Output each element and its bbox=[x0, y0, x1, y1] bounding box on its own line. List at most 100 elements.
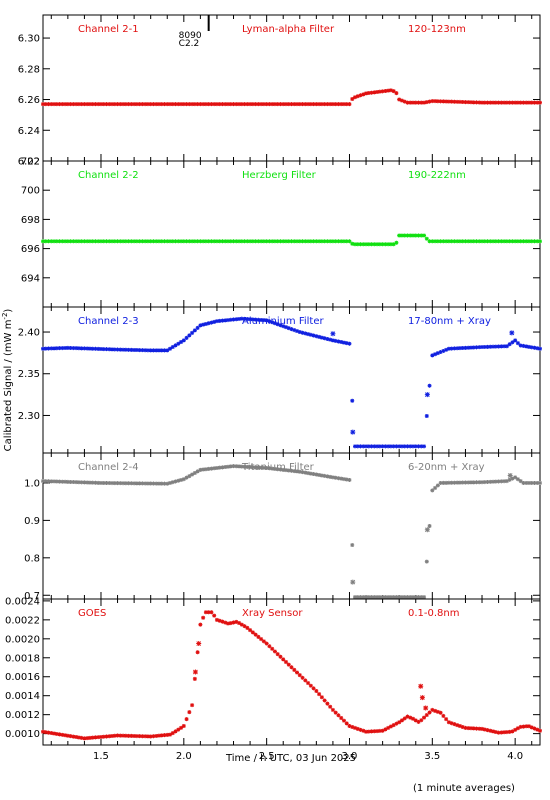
data-point bbox=[468, 100, 473, 105]
data-point bbox=[482, 344, 487, 349]
data-point bbox=[303, 678, 308, 683]
data-point bbox=[123, 733, 128, 738]
data-point bbox=[438, 239, 443, 244]
outlier-point bbox=[192, 669, 198, 675]
data-point bbox=[424, 236, 429, 241]
panel-label: 0.1-0.8nm bbox=[408, 608, 460, 619]
data-point bbox=[317, 692, 322, 697]
data-point bbox=[112, 347, 117, 352]
data-point bbox=[446, 239, 451, 244]
data-point bbox=[256, 102, 261, 107]
data-point bbox=[46, 346, 51, 351]
data-point bbox=[471, 345, 476, 350]
data-point bbox=[303, 102, 308, 107]
data-point bbox=[239, 622, 244, 627]
y-tick-label: 700 bbox=[21, 186, 40, 197]
data-point bbox=[79, 735, 84, 740]
data-point bbox=[71, 734, 76, 739]
data-point bbox=[510, 476, 515, 481]
data-point bbox=[49, 102, 54, 107]
data-point bbox=[507, 239, 512, 244]
y-tick-label: 0.7 bbox=[24, 591, 40, 602]
data-point bbox=[471, 726, 476, 731]
data-point bbox=[441, 480, 446, 485]
data-point bbox=[460, 346, 465, 351]
data-point bbox=[322, 102, 327, 107]
data-point bbox=[339, 715, 344, 720]
data-point bbox=[438, 350, 443, 355]
data-point bbox=[515, 477, 520, 482]
data-point bbox=[515, 341, 520, 346]
data-point bbox=[433, 352, 438, 357]
data-point bbox=[154, 481, 159, 486]
data-point bbox=[328, 337, 333, 342]
data-point bbox=[513, 100, 518, 105]
outlier-point bbox=[350, 429, 356, 435]
data-point bbox=[198, 102, 203, 107]
panel-frame bbox=[42, 598, 541, 746]
data-point bbox=[466, 239, 471, 244]
data-point bbox=[134, 239, 139, 244]
data-point bbox=[515, 239, 520, 244]
data-point bbox=[416, 233, 421, 238]
data-point bbox=[471, 480, 476, 485]
data-point bbox=[173, 102, 178, 107]
data-point bbox=[267, 319, 272, 324]
data-point bbox=[386, 88, 391, 93]
data-point bbox=[513, 475, 518, 480]
data-point bbox=[43, 102, 48, 107]
data-point bbox=[292, 667, 297, 672]
data-point bbox=[515, 726, 520, 731]
y-tick-label: 2.35 bbox=[18, 369, 40, 380]
data-point bbox=[314, 472, 319, 477]
data-point bbox=[388, 595, 393, 600]
data-point bbox=[140, 481, 145, 486]
data-point bbox=[151, 734, 156, 739]
data-point bbox=[96, 239, 101, 244]
data-point bbox=[353, 725, 358, 730]
data-point bbox=[140, 348, 145, 353]
data-point bbox=[52, 239, 57, 244]
y-axis-title-close: ) bbox=[3, 309, 14, 313]
x-tick-label: 4.0 bbox=[507, 751, 523, 762]
data-point bbox=[391, 444, 396, 449]
data-point bbox=[250, 239, 255, 244]
data-point bbox=[228, 102, 233, 107]
data-point bbox=[449, 239, 454, 244]
data-point bbox=[336, 476, 341, 481]
data-point bbox=[87, 346, 92, 351]
data-point bbox=[275, 322, 280, 327]
data-point bbox=[502, 100, 507, 105]
data-point bbox=[43, 730, 48, 735]
data-point bbox=[275, 239, 280, 244]
data-point bbox=[397, 444, 402, 449]
data-point bbox=[52, 346, 57, 351]
data-point bbox=[485, 479, 490, 484]
data-point bbox=[496, 730, 501, 735]
data-point bbox=[156, 348, 161, 353]
data-point bbox=[507, 477, 512, 482]
panel-label: Channel 2-1 bbox=[78, 24, 139, 35]
data-point bbox=[278, 467, 283, 472]
panel-2: 694 696 698 700 702 Channel 2-2 Herzberg Filte… bbox=[21, 157, 542, 308]
x-tick-label: 2.5 bbox=[259, 751, 275, 762]
data-point bbox=[300, 102, 305, 107]
data-point bbox=[134, 102, 139, 107]
data-point bbox=[413, 444, 418, 449]
data-point bbox=[361, 444, 366, 449]
data-point bbox=[107, 347, 112, 352]
data-point bbox=[515, 100, 520, 105]
y-tick-label: 0.0010 bbox=[5, 729, 40, 740]
data-point bbox=[98, 346, 103, 351]
data-point bbox=[165, 481, 170, 486]
data-point bbox=[261, 465, 266, 470]
data-point bbox=[341, 340, 346, 345]
data-point bbox=[452, 722, 457, 727]
data-point bbox=[123, 239, 128, 244]
data-point bbox=[237, 621, 242, 626]
data-point bbox=[295, 239, 300, 244]
data-point bbox=[63, 102, 68, 107]
data-point bbox=[477, 726, 482, 731]
data-point bbox=[460, 724, 465, 729]
